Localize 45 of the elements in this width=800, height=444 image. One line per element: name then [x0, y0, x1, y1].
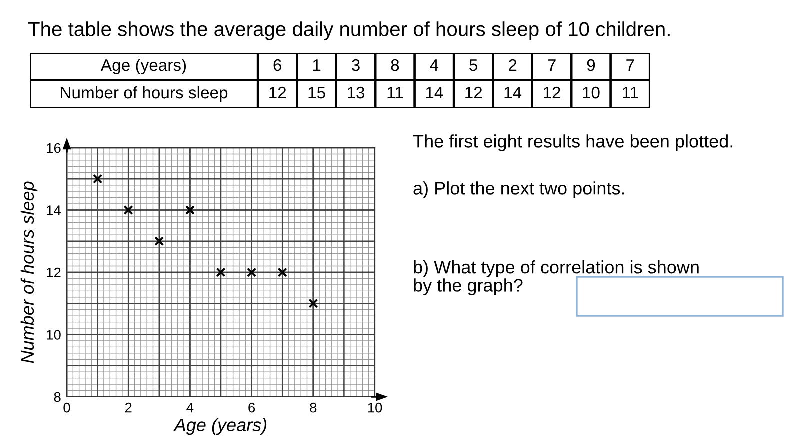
point	[154, 236, 164, 246]
x-tick-label: 6	[274, 59, 282, 72]
x-tick-label: 5	[470, 60, 478, 72]
point	[308, 298, 318, 308]
x-tick-label: 6	[248, 402, 256, 413]
x-tick-label: 8	[310, 402, 317, 413]
data-label: 12	[270, 86, 286, 99]
data-label: 12	[544, 86, 560, 99]
x-axis-title: Age (years)	[100, 58, 186, 75]
x-tick-label: 0	[64, 402, 70, 413]
x-tick-label: 4	[430, 60, 439, 72]
y-tick-label: 16	[47, 143, 61, 154]
data-label: 14	[426, 87, 444, 99]
x-tick-label: 7	[548, 60, 556, 72]
point	[124, 205, 134, 216]
data-label: 14	[504, 87, 522, 99]
x-tick-label: 9	[587, 59, 596, 72]
point	[216, 268, 226, 278]
y-tick-label: 10	[47, 330, 61, 340]
text: b) What type of correlation is shown by the graph?	[414, 260, 699, 296]
x-tick-label: 2	[509, 59, 517, 72]
data-label: 13	[348, 86, 365, 99]
y-tick-label: 12	[47, 268, 61, 278]
x-tick-label: 2	[125, 402, 132, 413]
annotation: The first eight results have been plotted.	[413, 134, 733, 152]
data-label: 10	[583, 86, 600, 99]
x-tick-label: 10	[368, 402, 382, 413]
x-tick-label: 8	[391, 59, 400, 72]
x-tick-label: 7	[626, 60, 634, 72]
text: a) Plot the next two points.	[414, 182, 624, 198]
data-label: 11	[388, 87, 404, 99]
x-tick-label: 3	[352, 59, 360, 72]
x-axis-title: Age (years)	[173, 418, 267, 436]
y-tick-label: 8	[54, 392, 61, 402]
point	[246, 268, 257, 278]
point	[278, 268, 288, 278]
x-tick-label: 1	[313, 60, 321, 72]
y-tick-label: 14	[47, 206, 62, 216]
data-label: 12	[466, 86, 482, 99]
x-tick-label: 4	[186, 403, 194, 413]
point	[185, 205, 196, 216]
point	[92, 174, 103, 184]
chart-title: The table shows the average daily number of hours sleep of 10 children.	[28, 22, 670, 40]
data-label: 15	[308, 87, 326, 99]
data-label: 11	[623, 87, 638, 99]
